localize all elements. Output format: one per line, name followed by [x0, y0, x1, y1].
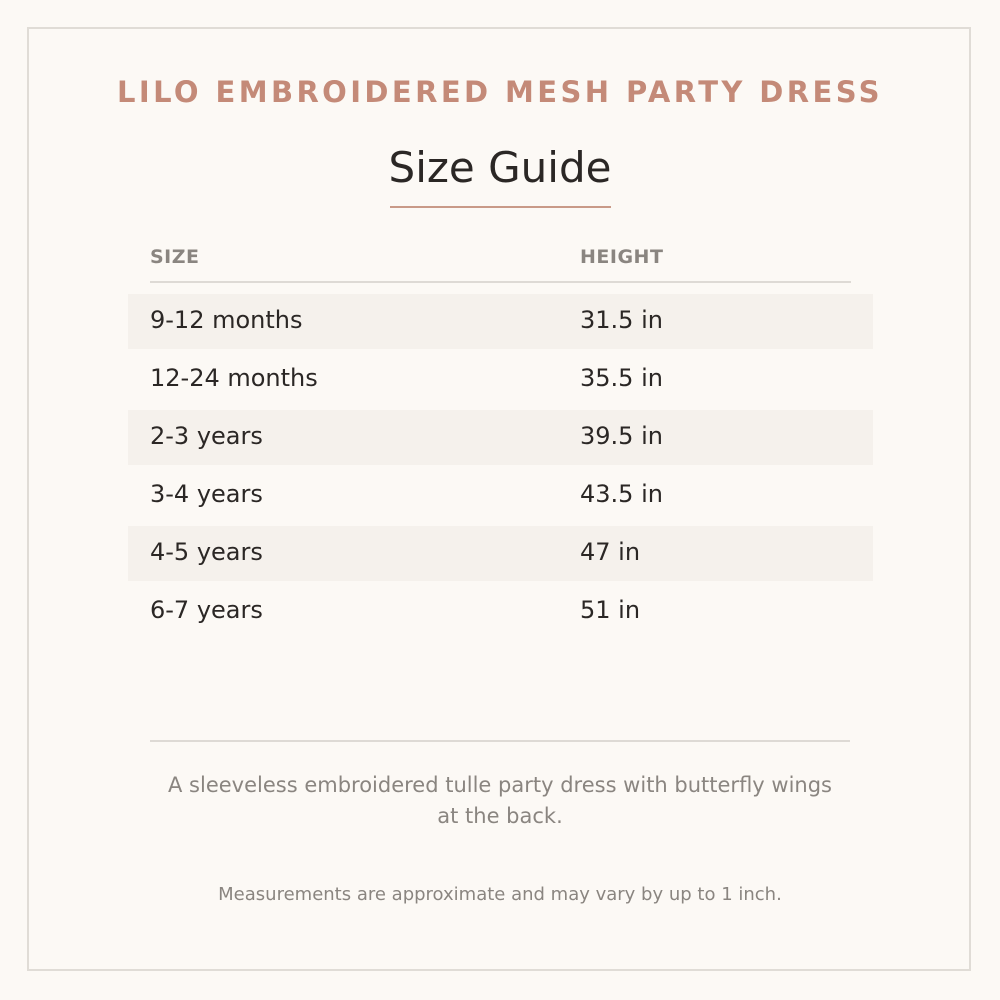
measurement-note: Measurements are approximate and may var…: [218, 884, 782, 905]
table-row: 12-24 months 35.5 in: [128, 352, 873, 407]
size-cell: 12-24 months: [150, 364, 318, 392]
height-cell: 47 in: [580, 538, 641, 566]
table-row: 2-3 years 39.5 in: [128, 410, 873, 465]
product-description: A sleeveless embroidered tulle party dre…: [168, 773, 832, 828]
size-cell: 2-3 years: [150, 422, 263, 450]
height-cell: 39.5 in: [580, 422, 663, 450]
table-row: 4-5 years 47 in: [128, 526, 873, 581]
table-row: 9-12 months 31.5 in: [128, 294, 873, 349]
table-header: SIZE HEIGHT: [150, 240, 851, 283]
table-body: 9-12 months 31.5 in 12-24 months 35.5 in…: [128, 294, 873, 642]
page-title: Size Guide: [388, 143, 612, 192]
product-name: LILO EMBROIDERED MESH PARTY DRESS: [117, 75, 883, 109]
card-frame: [27, 27, 971, 971]
height-cell: 31.5 in: [580, 306, 663, 334]
height-cell: 35.5 in: [580, 364, 663, 392]
table-row: 3-4 years 43.5 in: [128, 468, 873, 523]
table-row: 6-7 years 51 in: [128, 584, 873, 639]
size-cell: 3-4 years: [150, 480, 263, 508]
column-header-height: HEIGHT: [580, 246, 664, 268]
height-cell: 43.5 in: [580, 480, 663, 508]
size-cell: 9-12 months: [150, 306, 303, 334]
section-divider: [150, 740, 850, 742]
size-cell: 6-7 years: [150, 596, 263, 624]
title-underline: [390, 206, 611, 208]
size-cell: 4-5 years: [150, 538, 263, 566]
column-header-size: SIZE: [150, 246, 200, 268]
size-table: SIZE HEIGHT 9-12 months 31.5 in 12-24 mo…: [128, 240, 873, 624]
height-cell: 51 in: [580, 596, 641, 624]
